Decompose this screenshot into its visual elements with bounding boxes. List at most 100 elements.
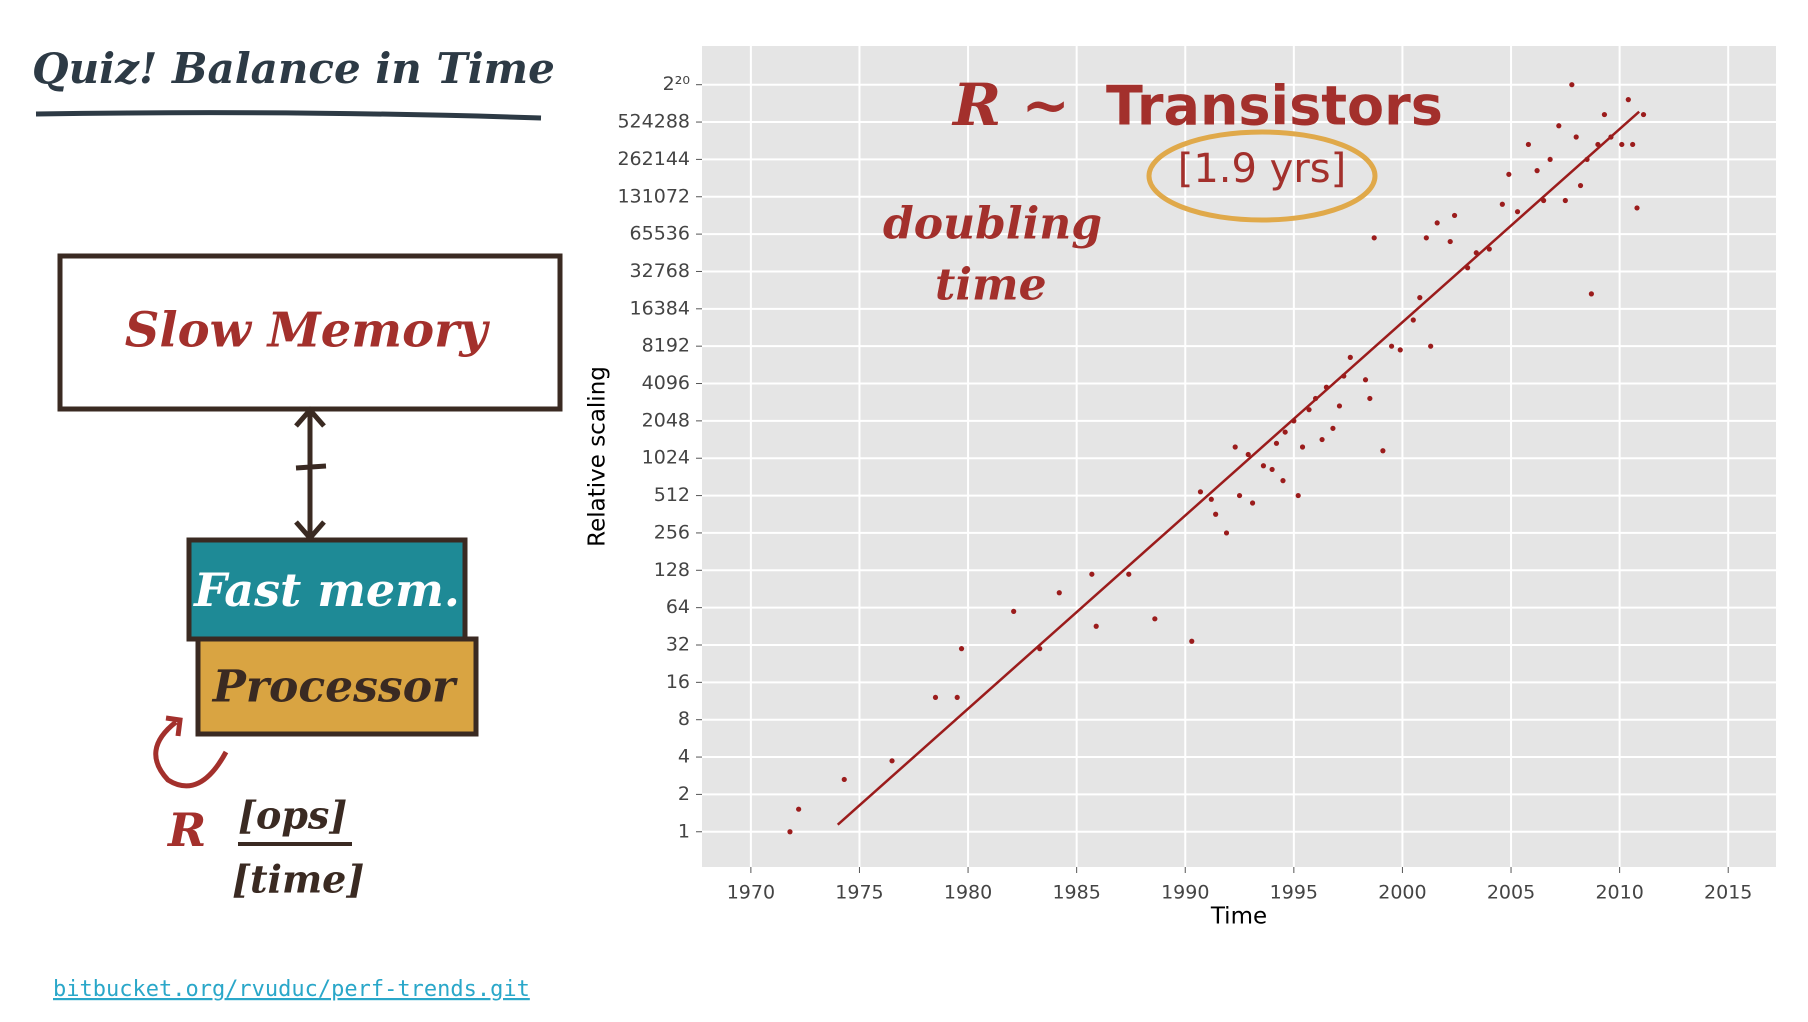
cycle-arrow — [153, 715, 229, 789]
data-point — [1089, 571, 1095, 577]
data-point — [1282, 429, 1288, 435]
data-point — [1428, 343, 1434, 349]
data-point — [1367, 395, 1373, 402]
x-tick-label: 2010 — [1595, 882, 1643, 904]
data-point — [1299, 444, 1306, 450]
data-point — [1273, 440, 1280, 446]
annotation-transistors: Transistors — [1106, 75, 1443, 138]
data-point — [1601, 111, 1608, 118]
data-point — [1556, 123, 1562, 129]
data-point — [1380, 448, 1386, 454]
x-tick-label: 2015 — [1704, 882, 1752, 904]
y-tick-label: 4096 — [642, 372, 690, 394]
y-tick-label: 8192 — [642, 335, 690, 357]
data-point — [1562, 197, 1568, 204]
data-point — [796, 806, 802, 812]
y-tick-label: 512 — [654, 484, 690, 506]
annotation-doubling-period: [1.9 yrs] — [1178, 146, 1347, 192]
data-point — [1417, 295, 1423, 301]
data-point — [1371, 235, 1377, 241]
annotation-r: R ~ — [951, 71, 1070, 139]
x-tick-label: 2005 — [1487, 882, 1535, 904]
data-point — [932, 694, 939, 701]
y-tick-label: 128 — [654, 559, 690, 581]
data-point — [787, 829, 793, 835]
chart: 1970 1975 1980 1985 1990 1995 2000 2005 2010 2015… — [585, 46, 1776, 930]
y-tick-label: 2 — [678, 783, 690, 805]
data-point — [1410, 317, 1416, 323]
trend-line — [836, 110, 1641, 826]
data-point — [1189, 638, 1195, 644]
x-tick-label: 1985 — [1052, 882, 1100, 904]
y-tick-label: 16 — [666, 671, 690, 693]
data-point — [1434, 220, 1440, 226]
y-tick-label: 8 — [678, 708, 690, 730]
data-point — [1306, 407, 1312, 413]
x-tick-label: 1995 — [1270, 882, 1318, 904]
plot-background — [702, 46, 1776, 867]
annotation-doubling: doubling — [883, 199, 1102, 250]
data-point — [1152, 616, 1158, 622]
data-point — [1547, 156, 1553, 163]
annotation-time: time — [935, 260, 1047, 311]
annotation-circle — [1146, 129, 1378, 223]
y-tick-label: 65536 — [630, 223, 690, 245]
rate-denominator: [time] — [232, 857, 364, 902]
y-tick-label: 32768 — [630, 260, 690, 282]
slow-memory-box — [57, 253, 563, 412]
data-point — [1506, 171, 1512, 177]
y-axis-title: Relative scaling — [585, 366, 611, 547]
data-point — [1011, 608, 1017, 614]
data-point — [1213, 511, 1219, 517]
data-point — [1588, 291, 1594, 297]
data-point — [1223, 530, 1230, 536]
y-tick-label: 256 — [654, 521, 690, 543]
x-tick-label: 1990 — [1161, 882, 1209, 904]
data-point — [1249, 500, 1256, 506]
x-tick-label: 1980 — [944, 882, 992, 904]
data-point — [1197, 489, 1204, 495]
processor-box — [195, 636, 479, 737]
x-tick-label: 1970 — [727, 882, 775, 904]
slide-title: Quiz! Balance in Time — [32, 44, 555, 93]
data-point — [1514, 209, 1521, 215]
data-point — [1625, 97, 1631, 103]
data-point — [1280, 478, 1286, 484]
source-link[interactable]: bitbucket.org/rvuduc/perf-trends.git — [53, 977, 530, 1002]
y-tick-label: 64 — [666, 596, 690, 618]
data-point — [1619, 141, 1625, 148]
data-point — [1388, 343, 1395, 349]
data-point — [1630, 141, 1636, 148]
x-tick-label: 1975 — [835, 882, 883, 904]
data-point — [1451, 212, 1458, 219]
data-point — [954, 694, 960, 701]
data-point — [1447, 238, 1453, 245]
data-point — [1362, 377, 1369, 383]
data-point — [1397, 347, 1403, 353]
rate-numerator: [ops] — [238, 793, 347, 838]
data-point — [1056, 590, 1062, 596]
data-point — [1336, 403, 1343, 409]
x-tick-label: 2000 — [1378, 882, 1426, 904]
data-point — [1573, 134, 1579, 140]
data-point — [1525, 141, 1532, 148]
data-point — [1347, 354, 1353, 360]
data-point — [1569, 82, 1575, 88]
x-axis-title: Time — [1210, 904, 1267, 930]
data-point — [1577, 182, 1584, 189]
y-tick-label: 524288 — [617, 111, 690, 133]
data-point — [1236, 492, 1243, 499]
data-point — [1499, 201, 1505, 207]
processor-label: Processor — [211, 662, 458, 713]
fast-memory-label: Fast mem. — [192, 563, 460, 617]
data-point — [1634, 205, 1640, 211]
memory-link-arrow — [294, 406, 327, 542]
y-tick-label: 262144 — [617, 148, 690, 170]
y-tick-label: 2048 — [642, 409, 690, 431]
data-point — [1295, 492, 1301, 499]
slow-memory-label: Slow Memory — [125, 303, 491, 359]
data-point — [1232, 444, 1238, 450]
data-point — [1534, 168, 1540, 174]
